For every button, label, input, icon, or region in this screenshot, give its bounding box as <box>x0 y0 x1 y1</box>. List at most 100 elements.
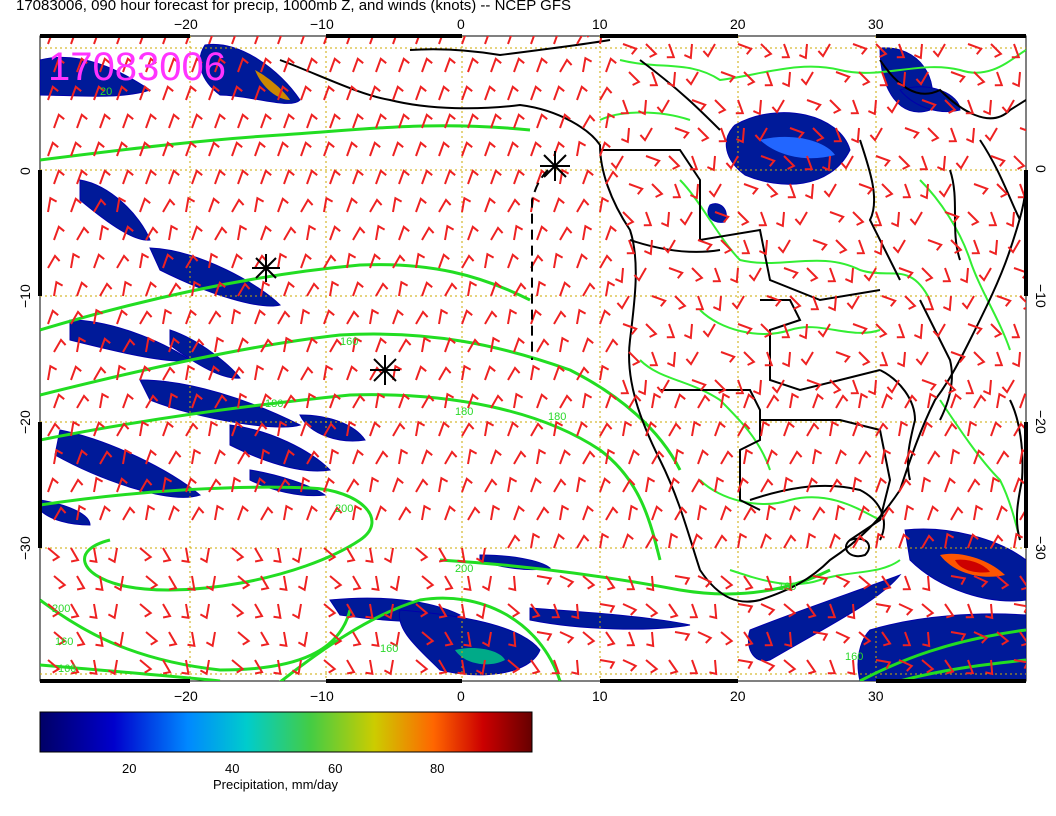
wind-barb <box>187 631 196 648</box>
wind-barb <box>881 448 892 465</box>
wind-barb <box>457 547 466 564</box>
wind-barb <box>752 99 762 116</box>
wind-barb <box>689 603 699 619</box>
wind-barb <box>922 631 931 648</box>
wind-barb <box>507 141 519 157</box>
wind-barb <box>507 603 521 618</box>
wind-barb <box>582 224 593 241</box>
wind-barb <box>168 113 180 129</box>
lon-tick-label: −10 <box>310 688 334 704</box>
wind-barb <box>875 477 887 493</box>
wind-barb <box>616 295 630 310</box>
wind-barb <box>481 631 492 648</box>
wind-barb <box>913 323 923 340</box>
contour-label: 160 <box>58 663 76 675</box>
wind-barb <box>697 449 709 465</box>
wind-barb <box>674 393 686 409</box>
wind-barb <box>766 394 780 409</box>
wind-barb <box>237 282 251 297</box>
wind-barb <box>599 364 610 381</box>
contour-label: 160 <box>380 643 398 655</box>
wind-barb <box>139 85 151 101</box>
wind-barb <box>858 575 872 590</box>
wind-barb <box>122 506 136 521</box>
wind-barb <box>99 505 111 521</box>
wind-barb <box>89 547 98 564</box>
wind-barb <box>697 127 710 142</box>
wind-barb <box>944 603 955 619</box>
wind-barb <box>47 254 61 269</box>
wind-barb <box>582 505 594 521</box>
wind-barb <box>666 71 676 88</box>
contour-label: 200 <box>52 603 70 615</box>
wind-barb <box>553 197 565 213</box>
wind-barb <box>553 36 558 45</box>
wind-barb <box>536 575 553 586</box>
wind-barb <box>760 155 776 167</box>
wind-barb <box>254 603 264 619</box>
wind-barb <box>915 351 929 366</box>
wind-barb <box>168 282 182 297</box>
wind-barb <box>507 366 521 381</box>
wind-barb <box>817 323 831 338</box>
wind-barb <box>622 533 634 549</box>
wind-barb <box>383 659 394 676</box>
wind-barb <box>950 71 966 83</box>
wind-barb <box>162 476 173 493</box>
wind-barb <box>199 603 210 620</box>
wind-barb <box>191 393 203 409</box>
wind-barb <box>47 422 61 437</box>
wind-barb <box>116 364 127 381</box>
wind-barb <box>168 450 182 465</box>
wind-barb <box>666 323 676 339</box>
wind-barb <box>70 197 82 213</box>
wind-barb <box>507 476 518 493</box>
wind-barb <box>145 57 157 73</box>
wind-barb <box>879 71 889 87</box>
wind-barb <box>985 659 994 676</box>
wind-barb <box>582 282 596 297</box>
wind-barb <box>628 394 642 409</box>
wind-barb <box>559 281 571 297</box>
wind-barb <box>720 392 731 409</box>
wind-barb <box>996 505 1008 521</box>
wind-barb <box>950 631 967 642</box>
wind-barb <box>389 631 400 648</box>
wind-barb <box>329 631 343 646</box>
wind-barb <box>536 393 548 409</box>
wind-barb <box>392 422 406 437</box>
wind-barb <box>622 323 638 335</box>
wind-barb <box>996 392 1007 409</box>
wind-barb <box>95 631 104 648</box>
wind-barb <box>852 421 864 437</box>
wind-barb <box>398 169 410 185</box>
wind-barb <box>800 71 814 86</box>
wind-barb <box>553 533 565 549</box>
wind-barb <box>323 547 337 562</box>
wind-barb <box>873 239 883 256</box>
wind-barb <box>93 366 107 381</box>
wind-barb <box>421 575 435 590</box>
wind-barb <box>1013 477 1025 493</box>
wind-barb <box>743 351 756 366</box>
wind-barb <box>559 449 571 465</box>
wind-barb <box>737 43 753 55</box>
wind-barb <box>576 308 587 325</box>
wind-barb <box>76 113 88 129</box>
wind-barb <box>346 603 356 619</box>
wind-barb <box>620 379 630 395</box>
wind-barb <box>53 280 64 297</box>
wind-barb <box>47 547 61 562</box>
wind-barb <box>421 504 432 521</box>
wind-barb <box>329 506 343 521</box>
wind-barb <box>672 183 682 199</box>
wind-barb <box>571 603 580 620</box>
wind-barb <box>47 309 59 325</box>
wind-barb <box>99 392 110 409</box>
wind-barb <box>375 337 387 353</box>
wind-barb <box>691 533 703 549</box>
wind-barb <box>904 295 917 310</box>
wind-barb <box>787 183 797 199</box>
wind-barb <box>806 532 817 549</box>
wind-barb <box>875 323 888 338</box>
